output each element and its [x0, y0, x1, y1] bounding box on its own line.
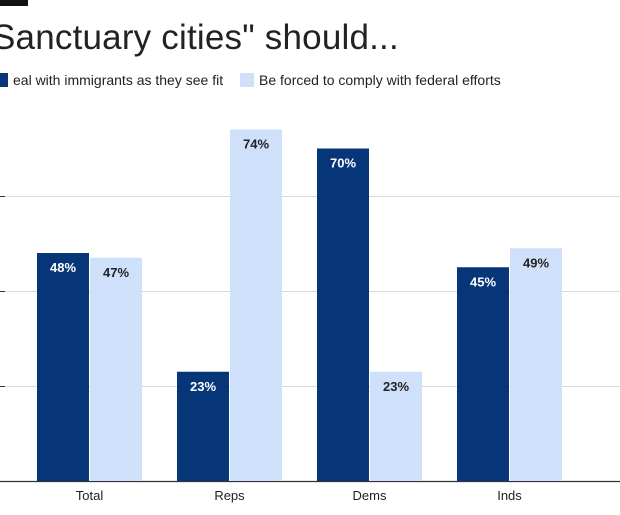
x-tick-label-reps: Reps — [214, 488, 245, 503]
bar-inds-series-1 — [457, 267, 509, 481]
x-tick-label-inds: Inds — [497, 488, 522, 503]
bar-label-total-series-1: 48% — [50, 260, 76, 275]
bar-total-series-2 — [90, 257, 142, 481]
bar-dems-series-2 — [370, 371, 422, 481]
bar-label-total-series-2: 47% — [103, 265, 129, 280]
legend-swatch-series-2 — [240, 73, 254, 87]
legend-item-series-1: eal with immigrants as they see fit — [0, 72, 223, 88]
bar-label-inds-series-2: 49% — [523, 255, 549, 270]
bar-label-inds-series-1: 45% — [470, 274, 496, 289]
chart-title: Sanctuary cities" should... — [0, 18, 399, 57]
bar-label-reps-series-2: 74% — [243, 137, 269, 152]
bar-dems-series-1 — [317, 148, 369, 481]
legend-swatch-series-1 — [0, 73, 8, 87]
legend-label-series-1: eal with immigrants as they see fit — [13, 72, 224, 88]
legend-label-series-2: Be forced to comply with federal efforts — [259, 72, 501, 88]
bar-inds-series-2 — [510, 248, 562, 481]
bar-total-series-1 — [37, 253, 89, 481]
x-tick-label-dems: Dems — [353, 488, 387, 503]
bar-label-reps-series-1: 23% — [190, 379, 216, 394]
bar-label-dems-series-1: 70% — [330, 156, 356, 171]
bar-reps-series-2 — [230, 129, 282, 481]
bar-reps-series-1 — [177, 371, 229, 481]
x-tick-label-total: Total — [76, 488, 104, 503]
bar-label-dems-series-2: 23% — [383, 379, 409, 394]
top-accent-bar — [0, 0, 28, 6]
legend-item-series-2: Be forced to comply with federal efforts — [240, 72, 501, 88]
